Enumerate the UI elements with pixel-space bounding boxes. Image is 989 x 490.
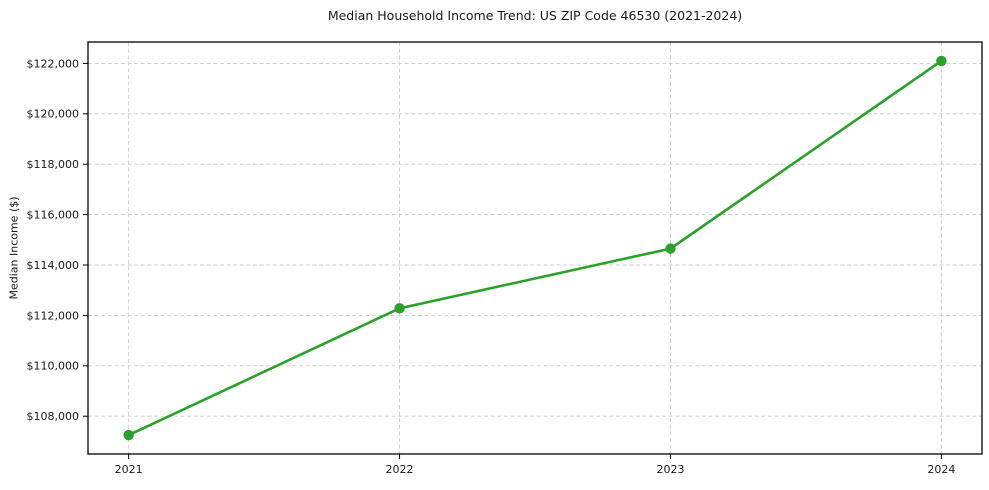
y-tick-label: $116,000 xyxy=(27,209,80,222)
y-tick-label: $122,000 xyxy=(27,57,80,70)
trend-line xyxy=(127,59,943,437)
y-tick-label: $118,000 xyxy=(27,158,80,171)
x-tick-label: 2024 xyxy=(927,463,955,476)
chart-title: Median Household Income Trend: US ZIP Co… xyxy=(327,8,743,23)
x-tick-label: 2022 xyxy=(386,463,414,476)
plot-frame xyxy=(87,41,983,455)
data-point-2023 xyxy=(665,243,676,254)
y-tick-label: $120,000 xyxy=(27,108,80,121)
y-tick-label: $112,000 xyxy=(27,309,80,322)
y-tick-label: $108,000 xyxy=(27,410,80,423)
y-tick-label: $110,000 xyxy=(27,360,80,373)
x-tick-label: 2021 xyxy=(115,463,143,476)
x-tick-label: 2023 xyxy=(656,463,684,476)
data-point-2021 xyxy=(123,429,134,441)
data-point-2022 xyxy=(394,303,405,314)
y-tick-label: $114,000 xyxy=(27,259,80,272)
data-point-2024 xyxy=(936,55,947,67)
